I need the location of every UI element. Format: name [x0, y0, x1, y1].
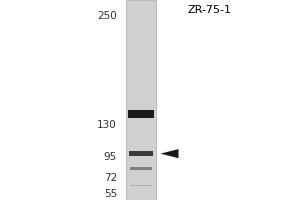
- Bar: [130, 185, 152, 186]
- Text: 95: 95: [104, 152, 117, 162]
- Text: 130: 130: [97, 120, 117, 130]
- Bar: [130, 167, 152, 170]
- Text: ZR-75-1: ZR-75-1: [188, 5, 232, 15]
- Text: 55: 55: [104, 189, 117, 199]
- Text: 72: 72: [104, 173, 117, 183]
- Text: 250: 250: [97, 11, 117, 21]
- Bar: [126, 0, 156, 200]
- Bar: [128, 110, 154, 118]
- Polygon shape: [160, 149, 178, 158]
- Bar: [129, 151, 153, 156]
